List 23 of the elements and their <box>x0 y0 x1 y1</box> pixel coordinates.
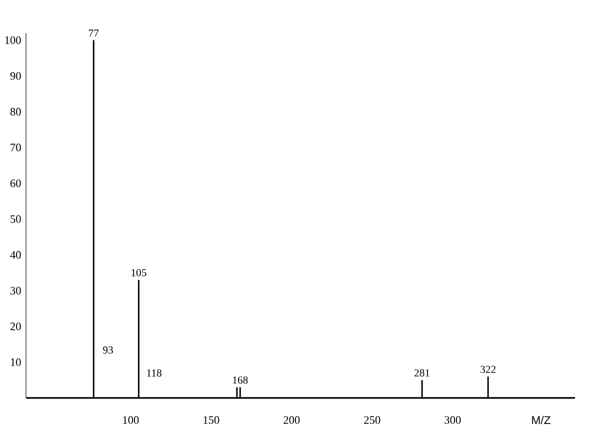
x-axis-title: M/Z <box>532 416 550 424</box>
y-tick-label: 20 <box>10 322 21 330</box>
y-tick-label: 70 <box>10 144 21 152</box>
y-tick-label: 50 <box>10 215 21 223</box>
annotation: 77 <box>89 30 99 37</box>
annotation: 118 <box>147 369 162 377</box>
y-tick-label: 30 <box>10 286 21 294</box>
annotation: 322 <box>480 366 496 373</box>
y-tick-label: 40 <box>10 251 21 259</box>
annotation: 168 <box>233 376 248 384</box>
annotation: 281 <box>414 369 430 376</box>
y-tick-label: 90 <box>10 72 21 80</box>
annotation: 105 <box>132 269 146 276</box>
y-tick-label: 100 <box>5 36 21 44</box>
x-tick-label: 200 <box>284 416 300 424</box>
y-tick-label: 10 <box>10 358 21 366</box>
x-tick-label: 150 <box>204 416 220 424</box>
x-tick-label: 100 <box>123 416 139 424</box>
x-tick-label: 250 <box>364 416 380 424</box>
annotation: 93 <box>103 346 113 354</box>
x-tick-label: 300 <box>444 416 461 424</box>
y-tick-label: 80 <box>10 108 21 116</box>
y-tick-label: 60 <box>10 179 21 188</box>
